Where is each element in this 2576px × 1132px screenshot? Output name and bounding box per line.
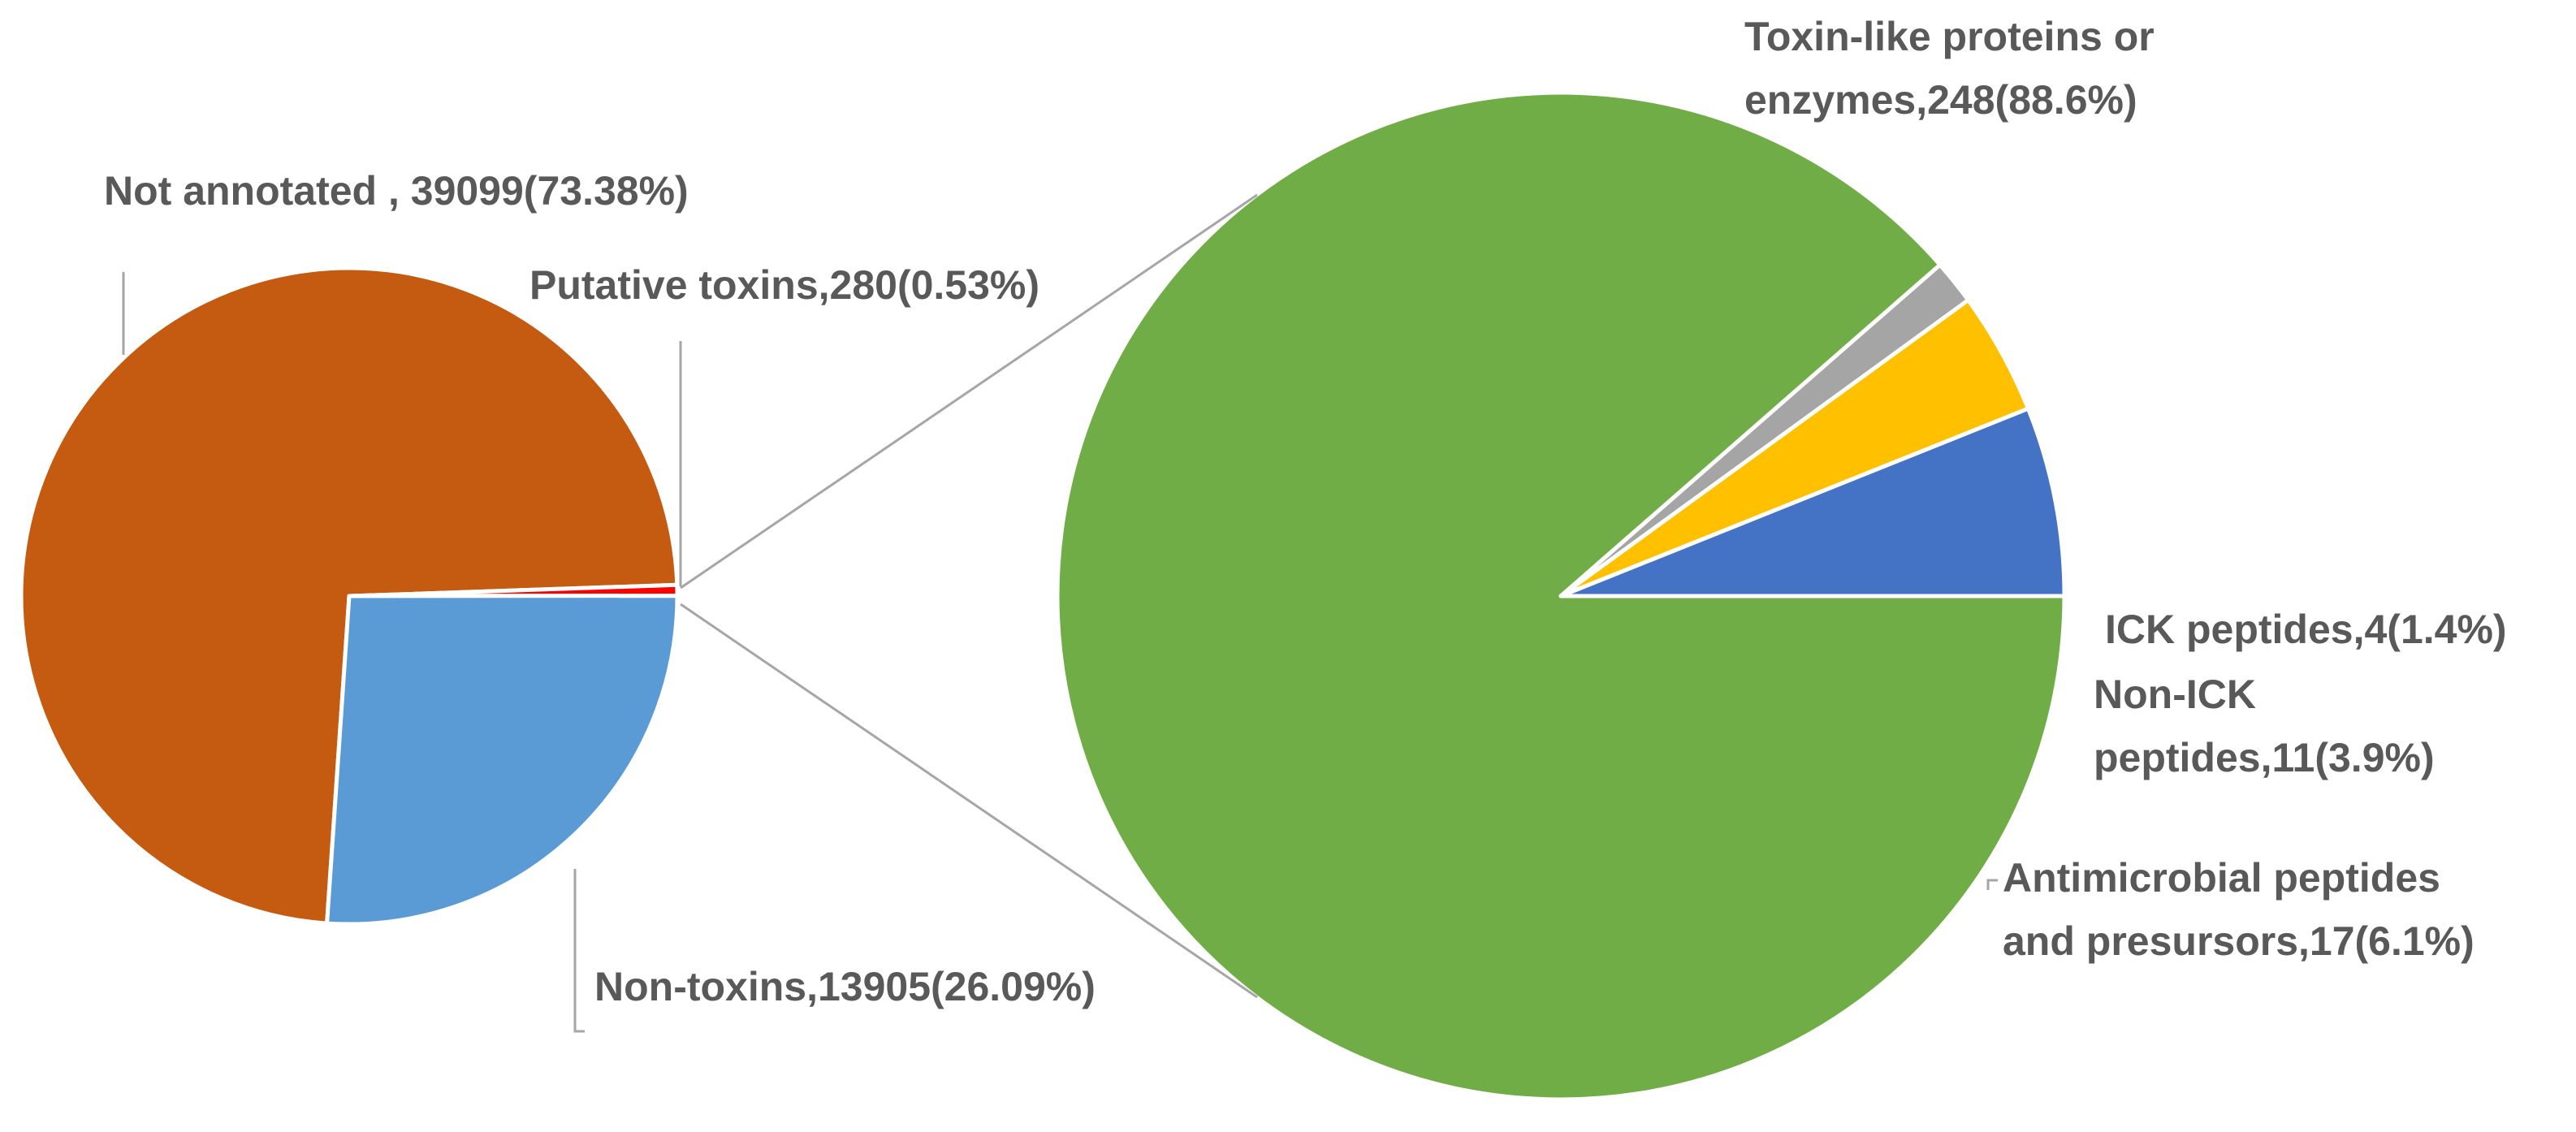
data-label-line: peptides,11(3.9%) [2094,735,2435,780]
slice-non-toxins [325,594,680,927]
data-label-ick-peptides: ICK peptides,4(1.4%) [2105,607,2507,652]
pie-2 [1055,90,2067,1102]
slice-antimicrobial-peptides-and-presursors [1558,406,2067,598]
data-label-antimicrobial-peptides-and-presursors: Antimicrobial peptides and presursors,17(… [2003,855,2474,964]
data-label-non-toxins: Non-toxins,13905(26.09%) [594,964,1096,1009]
data-label-line: ICK peptides,4(1.4%) [2105,607,2507,652]
data-label-line: and presursors,17(6.1%) [2003,918,2474,964]
data-label-not-annotated: Not annotated , 39099(73.38%) [104,168,689,214]
data-label-line: enzymes,248(88.6%) [1744,77,2137,123]
data-label-line: Putative toxins,280(0.53%) [529,262,1039,308]
data-label-line: Non-ICK [2094,672,2256,717]
data-label-line: Non-toxins,13905(26.09%) [594,964,1096,1009]
connector-line-top [680,193,1258,590]
leader-line-antimicrobial-peptides-and-presursors [1986,879,1998,890]
data-label-line: Toxin-like proteins or [1744,14,2155,59]
connector-line-bottom [680,603,1258,999]
data-label-putative-toxins: Putative toxins,280(0.53%) [529,262,1039,308]
data-label-line: Antimicrobial peptides [2003,855,2440,901]
data-label-toxin-like-proteins-or-enzymes: Toxin-like proteins or enzymes,248(88.6%) [1744,14,2155,123]
data-label-non-ick-peptides: Non-ICK peptides,11(3.9%) [2094,672,2435,780]
data-label-line: Not annotated , 39099(73.38%) [104,168,689,214]
leader-line-non-toxins [573,869,585,1033]
pie-1 [19,266,680,927]
